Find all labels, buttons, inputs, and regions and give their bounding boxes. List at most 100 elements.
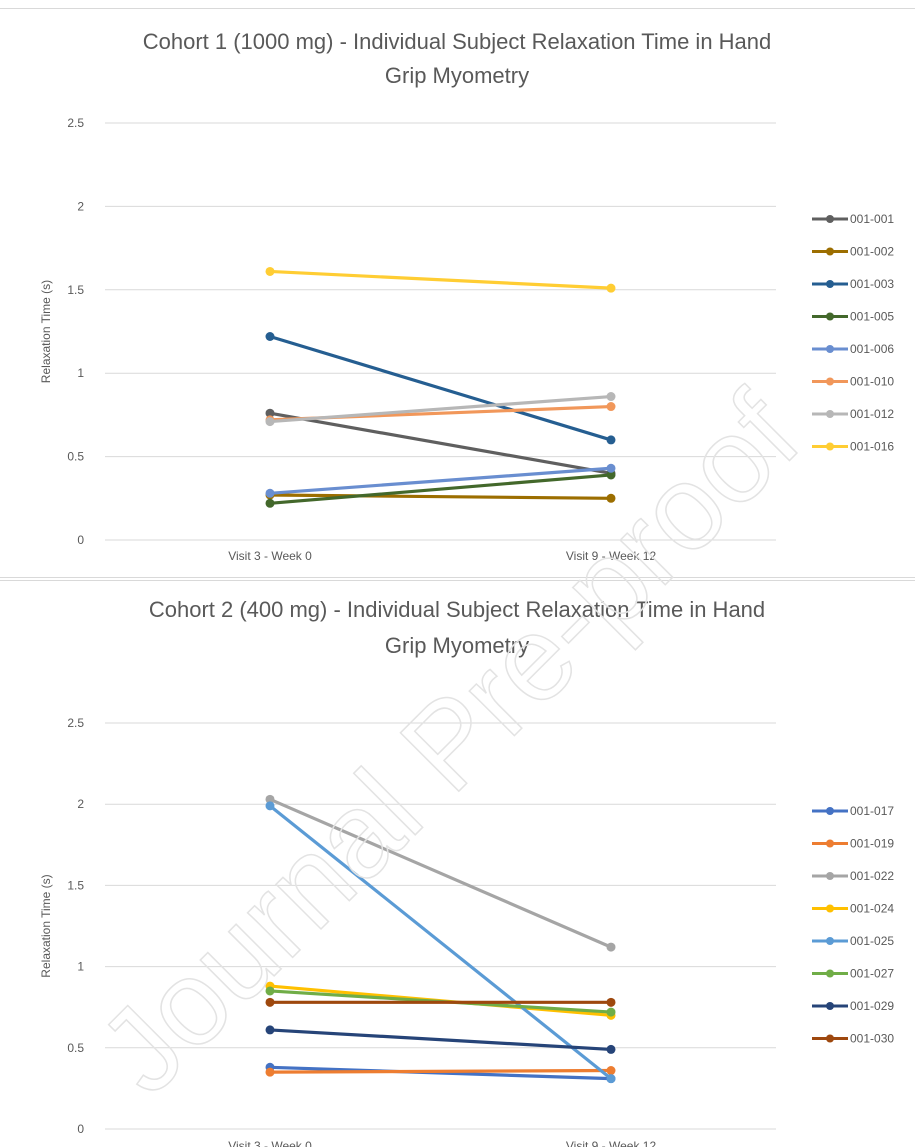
y-axis-title: Relaxation Time (s) (39, 874, 53, 977)
series-line (268, 493, 613, 500)
series-line (268, 411, 613, 475)
legend-swatch-marker (826, 904, 834, 913)
legend-label: 001-010 (850, 375, 894, 389)
data-point (265, 417, 275, 427)
data-point (265, 986, 275, 996)
data-point (606, 1007, 616, 1017)
series-001-005 (265, 470, 616, 508)
legend-item: 001-024 (812, 902, 894, 916)
legend-item: 001-002 (812, 245, 894, 259)
y-tick-label: 0 (77, 1122, 84, 1136)
legend-swatch-marker (826, 410, 834, 418)
data-point (606, 997, 616, 1007)
data-point (265, 1025, 275, 1035)
legend-item: 001-030 (812, 1032, 894, 1046)
series-line (268, 1065, 613, 1081)
data-point (265, 1067, 275, 1077)
legend-swatch-marker (826, 872, 834, 880)
legend-label: 001-005 (850, 310, 894, 324)
legend-label: 001-001 (850, 212, 894, 226)
series-001-029 (265, 1025, 616, 1054)
chart-panel-cohort-1: Cohort 1 (1000 mg) - Individual Subject … (0, 8, 915, 578)
legend-swatch-marker (826, 442, 834, 451)
series-001-019 (265, 1066, 616, 1077)
legend-label: 001-019 (850, 837, 894, 851)
legend-label: 001-003 (850, 277, 894, 291)
data-point (265, 801, 275, 811)
data-point (606, 435, 616, 445)
x-tick-label: Visit 3 - Week 0 (228, 1139, 312, 1147)
legend-swatch-marker (826, 839, 834, 848)
chart-cohort-2: Cohort 2 (400 mg) - Individual Subject R… (39, 597, 894, 1147)
legend-item: 001-027 (812, 967, 894, 981)
legend-label: 001-022 (850, 869, 894, 883)
chart-panel-cohort-2: Cohort 2 (400 mg) - Individual Subject R… (0, 580, 915, 1147)
x-tick-label: Visit 9 - Week 12 (566, 1139, 657, 1147)
legend-label: 001-002 (850, 245, 894, 259)
y-tick-label: 2 (77, 199, 84, 213)
series-line (268, 1068, 613, 1074)
data-point (265, 332, 275, 342)
data-point (265, 498, 275, 508)
data-point (606, 392, 616, 402)
legend-item: 001-006 (812, 342, 894, 356)
legend-item: 001-022 (812, 869, 894, 883)
chart-title-line: Cohort 1 (1000 mg) - Individual Subject … (143, 29, 772, 54)
legend-swatch-marker (826, 312, 834, 321)
y-tick-label: 2 (77, 797, 84, 811)
series-line (268, 1028, 613, 1052)
legend-label: 001-029 (850, 999, 894, 1013)
legend-item: 001-016 (812, 440, 894, 454)
series-line (268, 394, 613, 424)
chart-title-line: Cohort 2 (400 mg) - Individual Subject R… (149, 597, 765, 622)
series-line (268, 804, 613, 1081)
data-point (606, 402, 616, 412)
data-point (265, 408, 275, 418)
legend-item: 001-017 (812, 804, 894, 818)
chart-cohort-1: Cohort 1 (1000 mg) - Individual Subject … (39, 29, 894, 563)
legend-item: 001-005 (812, 310, 894, 324)
series-line (268, 334, 613, 442)
data-point (265, 488, 275, 498)
data-point (606, 1044, 616, 1054)
data-point (606, 493, 616, 503)
series-line (268, 269, 613, 290)
data-point (265, 794, 275, 804)
chart-title-line: Grip Myometry (385, 633, 529, 658)
legend-swatch-marker (826, 1034, 834, 1043)
legend-swatch-marker (826, 937, 834, 945)
data-point (606, 942, 616, 952)
data-point (265, 997, 275, 1007)
legend-item: 001-019 (812, 837, 894, 851)
series-line (268, 466, 613, 495)
y-tick-label: 0.5 (67, 1041, 84, 1055)
legend-item: 001-029 (812, 999, 894, 1013)
data-point (265, 266, 275, 276)
y-tick-label: 2.5 (67, 716, 84, 730)
x-tick-label: Visit 9 - Week 12 (566, 549, 657, 563)
legend-label: 001-024 (850, 902, 894, 916)
legend-label: 001-006 (850, 342, 894, 356)
legend-label: 001-030 (850, 1032, 894, 1046)
series-001-002 (265, 490, 616, 503)
y-tick-label: 1.5 (67, 878, 84, 892)
legend-label: 001-027 (850, 967, 894, 981)
legend-swatch-marker (826, 969, 834, 978)
data-point (606, 1066, 616, 1076)
series-line (268, 473, 613, 505)
data-point (606, 283, 616, 293)
series-001-030 (265, 997, 616, 1007)
legend-label: 001-012 (850, 407, 894, 421)
y-tick-label: 2.5 (67, 116, 84, 130)
data-point (606, 470, 616, 480)
series-001-003 (265, 332, 616, 445)
data-point (606, 1074, 616, 1084)
legend-swatch-marker (826, 247, 834, 256)
y-tick-label: 1 (77, 366, 84, 380)
series-001-012 (265, 392, 616, 427)
data-point (606, 463, 616, 473)
series-001-016 (265, 266, 616, 293)
y-tick-label: 0.5 (67, 450, 84, 464)
series-line (268, 797, 613, 949)
legend-swatch-marker (826, 345, 834, 353)
